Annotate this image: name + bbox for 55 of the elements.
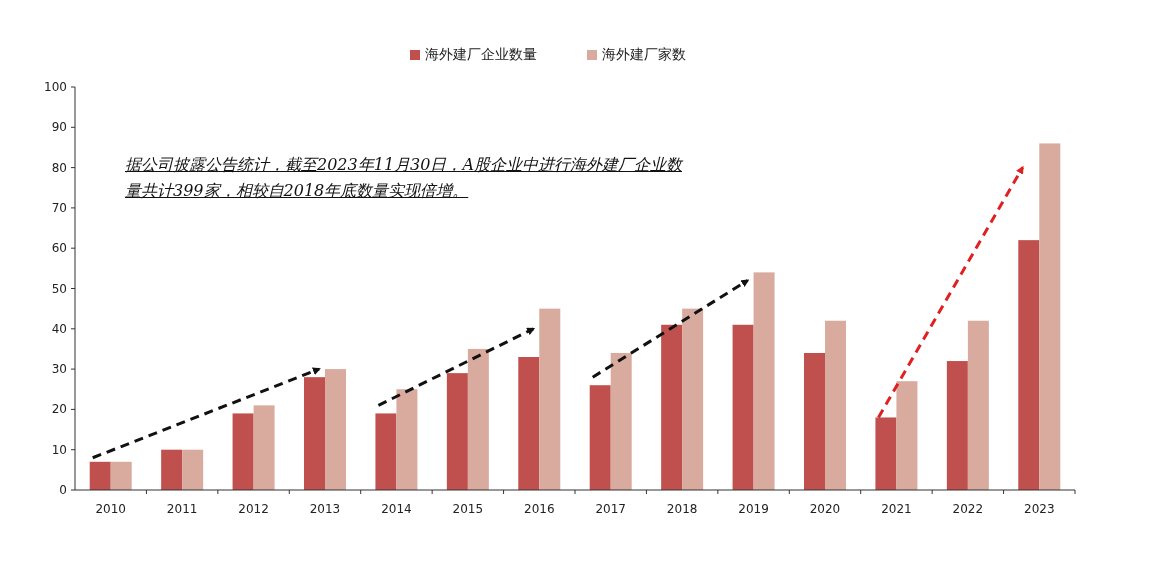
- bar: [375, 413, 397, 490]
- y-tick-label: 40: [51, 321, 67, 336]
- bar: [967, 320, 989, 490]
- y-tick-label: 60: [51, 241, 67, 256]
- bar: [518, 357, 540, 490]
- x-tick-label: 2020: [809, 502, 841, 516]
- bar: [1039, 143, 1061, 490]
- x-tick-label: 2010: [95, 502, 126, 516]
- bar: [825, 320, 846, 490]
- bar: [304, 377, 325, 490]
- x-tick-label: 2017: [595, 502, 626, 516]
- x-tick-label: 2019: [738, 502, 769, 516]
- bar: [589, 385, 611, 490]
- bar: [875, 417, 897, 490]
- y-tick-label: 0: [59, 483, 67, 497]
- bar: [446, 373, 468, 490]
- x-tick-label: 2022: [952, 502, 984, 516]
- bar: [946, 361, 968, 490]
- bar: [1018, 240, 1040, 490]
- bar: [732, 324, 754, 490]
- x-tick-label: 2013: [309, 502, 341, 516]
- bar: [467, 348, 489, 490]
- bar: [110, 461, 132, 490]
- bar: [325, 369, 346, 490]
- y-tick-label: 50: [51, 281, 67, 296]
- y-tick-label: 100: [44, 80, 67, 94]
- y-tick-label: 20: [51, 402, 67, 417]
- bar: [182, 449, 204, 490]
- bar: [610, 352, 632, 490]
- x-tick-label: 2018: [666, 502, 698, 516]
- bar: [161, 449, 183, 490]
- x-tick-label: 2015: [452, 502, 484, 516]
- y-tick-label: 30: [51, 362, 67, 377]
- annotation: 据公司披露公告统计，截至2023年11月30日，A股企业中进行海外建厂企业数量共计399家，相较自2018年底数量实现倍增。: [125, 154, 684, 202]
- bar: [896, 381, 918, 490]
- bar: [232, 413, 254, 490]
- bar: [753, 272, 775, 490]
- bar: [253, 405, 275, 490]
- x-tick-label: 2016: [524, 502, 555, 516]
- legend-label: 海外建厂家数: [602, 46, 686, 62]
- y-tick-label: 90: [51, 120, 67, 135]
- bar: [661, 324, 683, 490]
- bar: [804, 352, 825, 490]
- y-tick-label: 10: [51, 442, 67, 457]
- x-tick-label: 2011: [166, 502, 198, 516]
- y-tick-label: 80: [51, 160, 67, 175]
- x-tick-label: 2023: [1024, 502, 1055, 516]
- x-tick-label: 2021: [881, 502, 912, 516]
- bar: [89, 461, 111, 490]
- bar: [396, 389, 418, 490]
- bar: [539, 308, 561, 490]
- x-tick-label: 2014: [381, 502, 412, 516]
- bar: [682, 308, 704, 490]
- y-tick-label: 70: [51, 200, 67, 215]
- x-tick-label: 2012: [238, 502, 269, 516]
